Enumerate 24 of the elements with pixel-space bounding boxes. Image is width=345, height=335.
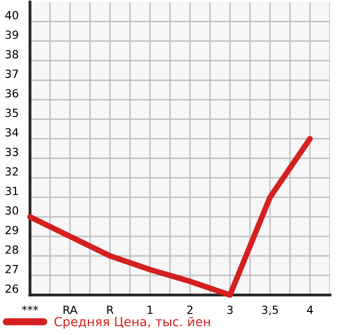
y-tick-label: 28 (6, 245, 18, 254)
y-tick-label: 31 (6, 186, 18, 196)
y-tick-label: 38 (6, 50, 18, 58)
legend-label: Средняя Цена, тыс. йен (54, 316, 210, 329)
x-tick-label: 4 (307, 306, 313, 314)
x-tick-label: 3,5 (262, 306, 278, 316)
y-tick-label: 36 (6, 89, 18, 98)
y-tick-label: 26 (6, 284, 18, 293)
x-tick-label: 2 (187, 306, 192, 314)
y-tick-label: 29 (6, 226, 18, 234)
x-tick-label: 3 (227, 306, 233, 314)
y-tick-label: 27 (6, 264, 18, 274)
y-tick-label: 35 (6, 108, 18, 118)
y-tick-label: 39 (6, 30, 18, 39)
y-tick-label: 32 (6, 167, 18, 176)
y-tick-label: 33 (6, 148, 18, 156)
y-tick-label: 34 (6, 128, 18, 137)
y-tick-label: 40 (5, 10, 18, 20)
y-tick-label: 37 (6, 70, 18, 78)
x-tick-label: RA (64, 306, 78, 314)
y-tick-label: 30 (6, 206, 18, 215)
x-tick-label: *** (22, 306, 38, 311)
x-tick-label: 1 (148, 306, 153, 314)
x-tick-label: R (107, 306, 114, 314)
